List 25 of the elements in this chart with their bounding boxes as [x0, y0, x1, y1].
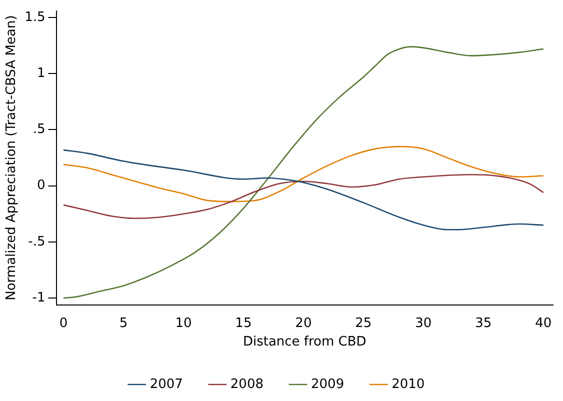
x-tick-label: 5: [119, 316, 128, 331]
x-tick-label: 15: [235, 316, 252, 331]
x-tick-label: 40: [535, 316, 552, 331]
x-tick-label: 35: [475, 316, 492, 331]
legend-label: 2010: [392, 376, 425, 392]
y-tick-label: 1.5: [24, 10, 46, 25]
legend-label: 2007: [150, 376, 183, 392]
x-tick-label: 30: [415, 316, 432, 331]
y-tick-label: -1: [32, 290, 46, 306]
y-axis-title: Normalized Appreciation (Tract-CBSA Mean): [4, 15, 20, 300]
line-series: [62, 146, 544, 202]
y-tick-label: 1: [36, 66, 46, 82]
line-series: [62, 174, 544, 220]
x-tick-label: 10: [175, 316, 192, 331]
y-tick-label: .5: [32, 122, 46, 138]
y-tick-label: 0: [36, 178, 46, 194]
line-series: [62, 46, 544, 299]
x-axis-title: Distance from CBD: [242, 334, 366, 350]
legend-label: 2009: [311, 376, 344, 392]
x-tick-label: 0: [59, 316, 68, 331]
line-series: [62, 149, 544, 230]
x-tick-label: 20: [295, 316, 312, 331]
y-tick-label: -.5: [28, 234, 46, 250]
x-tick-label: 25: [355, 316, 372, 331]
legend-label: 2008: [230, 376, 264, 392]
